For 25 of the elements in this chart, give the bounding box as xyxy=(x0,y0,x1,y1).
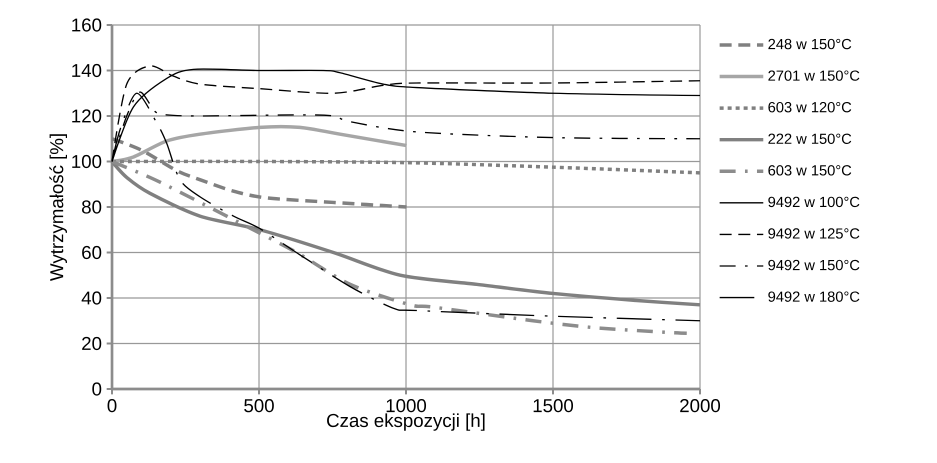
x-tick-label: 0 xyxy=(108,399,116,412)
y-tick-label: 40 xyxy=(82,291,102,305)
x-axis-title: Czas ekspozycji [h] xyxy=(327,413,485,431)
x-tick-label: 500 xyxy=(244,399,274,412)
y-tick-label: 100 xyxy=(72,154,102,168)
legend-label: 248 w 150°C xyxy=(768,38,852,50)
y-tick-label: 0 xyxy=(92,382,102,396)
legend-label: 9492 w 100°C xyxy=(768,196,860,208)
x-tick-label: 1500 xyxy=(534,399,574,412)
y-tick-label: 60 xyxy=(82,246,102,260)
legend-label: 9492 w 125°C xyxy=(768,228,860,239)
y-tick-label: 120 xyxy=(72,109,102,123)
legend-label: 9492 w 150°C xyxy=(768,260,860,270)
y-tick-label: 20 xyxy=(82,336,102,350)
legend-label: 603 w 150°C xyxy=(768,165,852,176)
x-tick-label: 2000 xyxy=(680,399,720,412)
legend-label: 9492 w 180°C xyxy=(768,291,860,302)
x-tick-label: 1000 xyxy=(386,399,426,412)
y-tick-label: 80 xyxy=(82,200,102,214)
legend-label: 2701 w 150°C xyxy=(768,70,860,81)
legend-label: 603 w 120°C xyxy=(768,102,852,112)
legend-label: 222 w 150°C xyxy=(768,134,852,144)
y-tick-label: 160 xyxy=(72,18,102,32)
y-axis-title: Wytrzymałość [%] xyxy=(49,134,67,281)
y-tick-label: 140 xyxy=(72,64,102,78)
